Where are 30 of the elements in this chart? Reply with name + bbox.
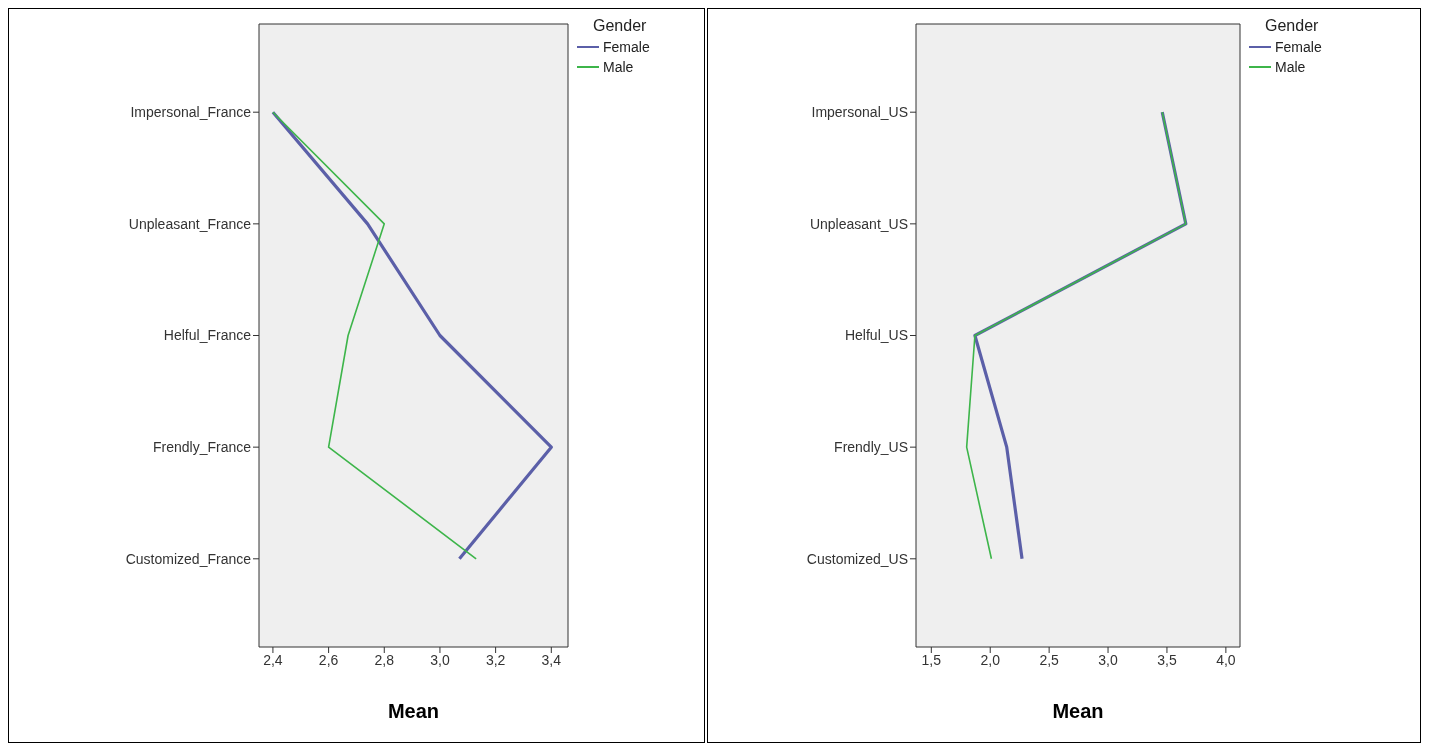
x-tick-label: 2,0 — [980, 651, 1001, 668]
x-tick-label: 2,8 — [374, 651, 395, 668]
x-tick-label: 1,5 — [921, 651, 942, 668]
y-tick-label: Frendly_US — [834, 439, 908, 456]
y-tick-label: Helful_US — [844, 327, 908, 344]
legend-label: Female — [1275, 39, 1322, 55]
y-tick-label: Unpleasant_France — [128, 215, 252, 232]
y-tick-label: Impersonal_US — [811, 104, 908, 121]
x-tick-label: 2,6 — [318, 651, 339, 668]
y-tick-label: Impersonal_France — [130, 104, 252, 121]
x-tick-label: 3,4 — [541, 651, 562, 668]
x-tick-label: 4,0 — [1216, 651, 1236, 668]
y-tick-label: Customized_France — [125, 550, 252, 567]
x-tick-label: 2,4 — [263, 651, 283, 668]
x-axis-title: Mean — [387, 700, 440, 722]
x-tick-label: 3,0 — [1098, 651, 1118, 668]
legend-title: Gender — [1265, 17, 1320, 35]
legend-label: Female — [603, 39, 650, 55]
y-tick-label: Frendly_France — [152, 439, 252, 456]
legend-title: Gender — [593, 17, 648, 35]
x-tick-label: 3,0 — [430, 651, 450, 668]
x-tick-label: 3,2 — [485, 651, 506, 668]
x-tick-label: 2,5 — [1039, 651, 1060, 668]
y-tick-label: Unpleasant_US — [809, 215, 908, 232]
y-tick-label: Helful_France — [163, 327, 252, 344]
y-tick-label: Customized_US — [806, 550, 908, 567]
x-tick-label: 3,5 — [1157, 651, 1177, 668]
legend-label: Male — [1275, 59, 1306, 75]
x-axis-title: Mean — [1052, 700, 1104, 722]
legend-label: Male — [603, 59, 634, 75]
